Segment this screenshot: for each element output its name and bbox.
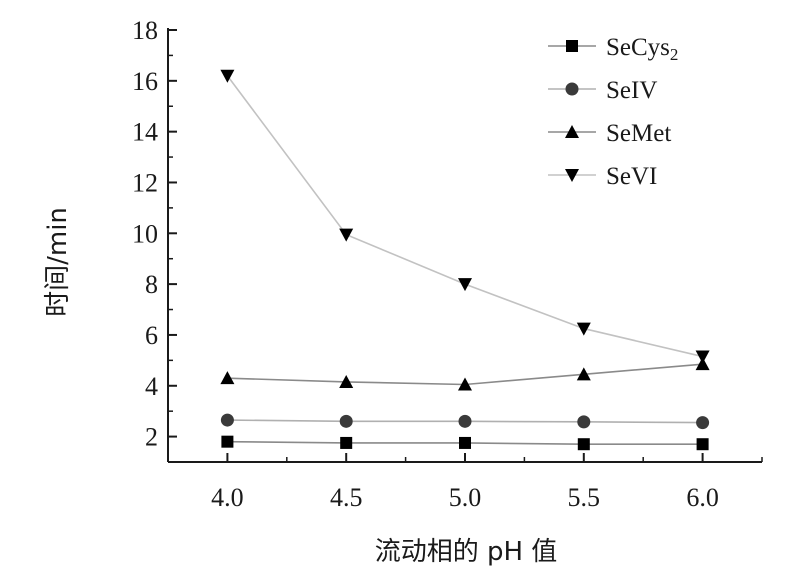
legend-item: SeIV — [548, 77, 657, 104]
x-axis-title: 流动相的 pH 值 — [375, 537, 558, 567]
data-point — [577, 415, 591, 429]
data-point — [696, 438, 709, 451]
data-point — [696, 416, 710, 430]
data-point — [221, 435, 234, 448]
y-tick-label: 14 — [132, 118, 158, 147]
legend-subscript: 2 — [670, 45, 679, 64]
data-point — [220, 413, 234, 427]
y-tick-label: 18 — [132, 16, 158, 45]
series-sevi — [220, 69, 710, 364]
legend-item: SeVI — [548, 163, 657, 190]
legend-label: SeVI — [606, 163, 657, 190]
y-tick-label: 2 — [145, 423, 158, 452]
legend: SeCys2 SeIV SeMet SeVI — [548, 34, 678, 190]
data-point — [458, 278, 472, 292]
data-point — [695, 357, 710, 371]
legend-item: SeCys2 — [548, 34, 678, 64]
axes — [167, 28, 762, 463]
x-tick-label: 4.5 — [330, 483, 363, 512]
data-point — [577, 438, 590, 451]
legend-label: SeIV — [606, 77, 657, 104]
series-seiv — [220, 413, 710, 430]
y-axis-title: 时间/min — [43, 207, 73, 317]
y-tick-label: 8 — [145, 270, 158, 299]
legend-marker — [565, 125, 579, 138]
data-point — [695, 350, 710, 364]
data-point — [576, 367, 591, 381]
ticks: 2 4 6 8 10 12 14 16 18 4.0 4.5 5.0 5.5 6.0 — [132, 16, 763, 512]
y-tick-label: 4 — [145, 372, 158, 401]
data-point — [458, 414, 472, 428]
legend-label: SeCys2 — [606, 34, 678, 64]
series-lines — [220, 69, 710, 451]
series-secys — [221, 435, 709, 451]
data-point — [458, 377, 472, 391]
data-point — [459, 436, 471, 449]
data-point — [339, 374, 354, 388]
data-point — [339, 228, 354, 242]
y-tick-label: 16 — [132, 67, 158, 96]
data-point — [220, 69, 235, 83]
x-tick-label: 6.0 — [686, 483, 719, 512]
legend-marker — [565, 169, 579, 182]
y-tick-label: 10 — [132, 219, 158, 248]
x-tick-label: 4.0 — [211, 483, 244, 512]
data-point — [340, 436, 353, 449]
data-point — [576, 322, 591, 336]
legend-marker — [566, 40, 578, 52]
x-tick-label: 5.5 — [568, 483, 601, 512]
legend-label: SeMet — [606, 120, 671, 147]
x-tick-label: 5.0 — [449, 483, 482, 512]
legend-marker — [565, 82, 579, 96]
legend-item: SeMet — [548, 120, 671, 147]
series-semet — [220, 357, 710, 391]
series-line — [226, 75, 703, 358]
y-tick-label: 12 — [132, 168, 158, 197]
data-point — [339, 414, 353, 428]
data-point — [220, 371, 235, 385]
y-tick-label: 6 — [145, 321, 158, 350]
